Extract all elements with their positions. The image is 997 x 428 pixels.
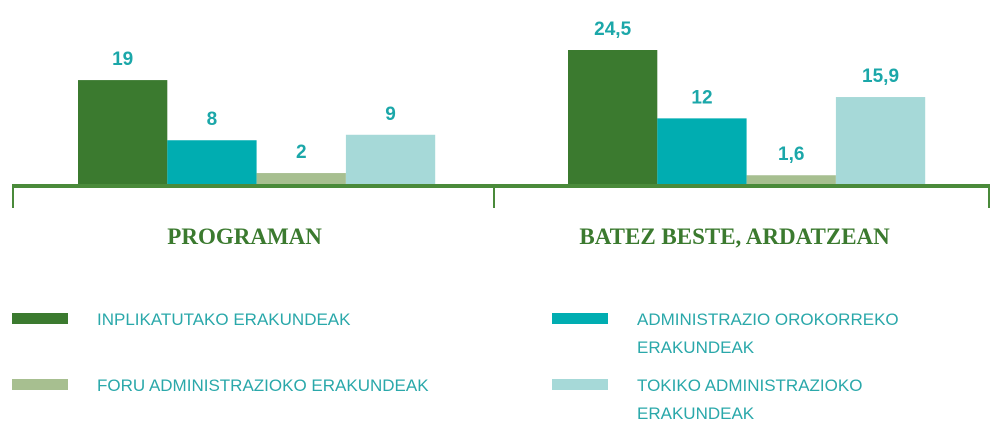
bar <box>78 80 168 184</box>
bar <box>167 140 257 184</box>
axis <box>12 184 990 208</box>
bar <box>568 50 658 184</box>
bar <box>657 118 747 184</box>
legend-swatch <box>552 313 608 324</box>
value-label: 19 <box>112 49 133 70</box>
value-label: 24,5 <box>594 19 631 40</box>
value-label: 2 <box>296 142 307 163</box>
chart: 19 8 2 9 PROGRAMAN 24,5 12 1,6 15,9 BATEZ BESTE, … <box>12 19 990 249</box>
legend-label: TOKIKO ADMINISTRAZIOKO ERAKUNDEAK <box>637 376 863 423</box>
bar <box>746 175 836 184</box>
legend-label: FORU ADMINISTRAZIOKO ERAKUNDEAK <box>97 376 429 395</box>
legend-label: ADMINISTRAZIO OROKORREKO ERAKUNDEAK <box>637 310 899 357</box>
value-label: 9 <box>385 104 396 125</box>
bar <box>835 97 926 184</box>
category-label: BATEZ BESTE, ARDATZEAN <box>579 224 890 249</box>
bar <box>256 173 346 184</box>
value-label: 8 <box>207 109 218 130</box>
bar <box>345 134 436 184</box>
value-label: 1,6 <box>778 144 804 165</box>
category-label: PROGRAMAN <box>167 224 322 249</box>
legend-swatch <box>12 379 68 390</box>
legend-swatch <box>12 313 68 324</box>
value-label: 15,9 <box>862 66 899 87</box>
legend-label: INPLIKATUTAKO ERAKUNDEAK <box>97 310 351 329</box>
value-label: 12 <box>691 87 712 108</box>
legend-swatch <box>552 379 608 390</box>
